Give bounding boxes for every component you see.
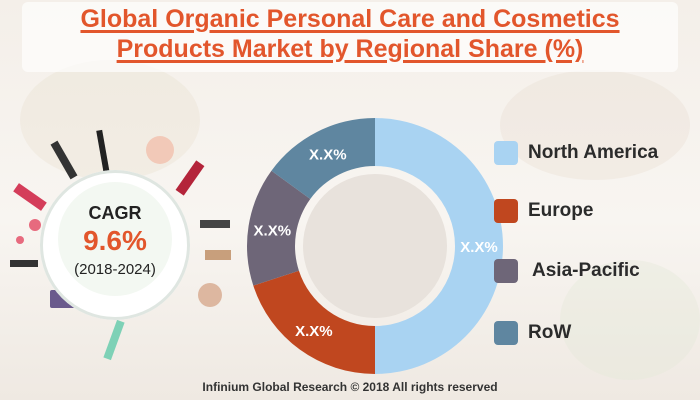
- cagr-label: CAGR: [88, 203, 142, 223]
- legend-label-europe: Europe: [528, 200, 594, 221]
- cagr-badge: [58, 182, 172, 296]
- donut-slice-north-america: [375, 118, 503, 374]
- footer-copyright: Infinium Global Research © 2018 All righ…: [202, 380, 498, 394]
- legend-swatch-asia-pacific: [494, 259, 518, 283]
- donut-slice-europe: [253, 270, 375, 374]
- legend-item-row: RoW: [494, 318, 694, 352]
- cagr-period: (2018-2024): [74, 261, 156, 278]
- legend-swatch-row: [494, 321, 518, 345]
- slice-value-label: X.X%: [295, 323, 333, 340]
- background-blob: [500, 70, 690, 180]
- title-line-2: Products Market by Regional Share (%): [116, 35, 584, 63]
- legend-item-asia-pacific: Asia-Pacific: [494, 256, 694, 290]
- title-line-1: Global Organic Personal Care and Cosmeti…: [80, 5, 620, 33]
- cagr-value: 9.6%: [83, 225, 147, 256]
- legend-label-row: RoW: [528, 322, 572, 343]
- legend-swatch-europe: [494, 199, 518, 223]
- slice-value-label: X.X%: [460, 239, 498, 256]
- legend-item-north-america: North America: [494, 138, 694, 172]
- title-background: [22, 2, 678, 72]
- cosmetics-illustration: [10, 129, 231, 361]
- donut-hole: [303, 174, 447, 318]
- slice-value-label: X.X%: [309, 146, 347, 163]
- legend-item-europe: Europe: [494, 196, 694, 230]
- legend-label-asia-pacific: Asia-Pacific: [532, 260, 640, 281]
- legend-label-north-america: North America: [528, 142, 659, 163]
- background-blob: [560, 260, 700, 380]
- chart-title: Global Organic Personal Care and Cosmeti…: [0, 4, 700, 64]
- background-blob: [20, 60, 200, 180]
- legend-swatch-north-america: [494, 141, 518, 165]
- slice-value-label: X.X%: [254, 223, 292, 240]
- donut-slice-asia-pacific: [247, 170, 311, 286]
- donut-slice-row: [271, 118, 375, 199]
